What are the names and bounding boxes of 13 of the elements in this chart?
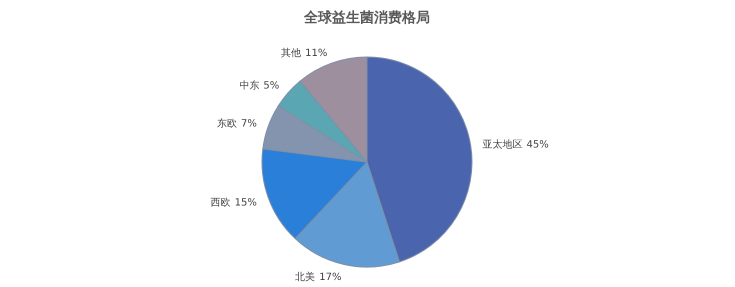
slice-label: 其他: [281, 46, 302, 59]
data-label: 11%: [305, 48, 328, 59]
slice-label: 北美: [295, 271, 316, 284]
chart-title: 全球益生菌消费格局: [303, 10, 430, 26]
slice-label: 西欧: [210, 198, 231, 209]
slice-label: 东欧: [217, 117, 238, 130]
data-label: 7%: [241, 118, 257, 130]
data-label: 15%: [234, 198, 257, 209]
data-label: 17%: [319, 272, 342, 284]
data-label: 45%: [526, 140, 549, 151]
data-label: 5%: [263, 80, 280, 92]
slice-label: 亚太地区: [482, 138, 523, 151]
slice-label: 中东: [239, 80, 260, 92]
